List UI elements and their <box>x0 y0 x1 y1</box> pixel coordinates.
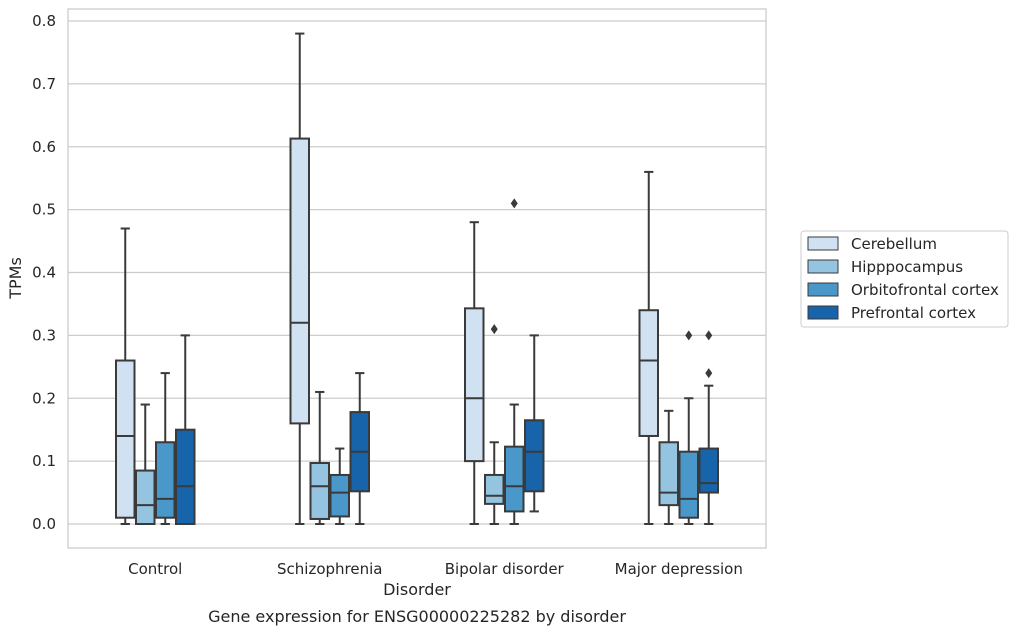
y-axis-ticks: 0.0 0.1 0.2 0.3 0.4 0.5 0.6 0.7 0.8 <box>32 12 56 533</box>
y-axis-label: TPMs <box>6 257 25 300</box>
box-orbitofrontal-cortex <box>504 198 525 525</box>
legend-swatch <box>807 259 839 274</box>
legend-label: Cerebellum <box>851 235 937 253</box>
box-cerebellum <box>464 221 485 525</box>
box-hipppocampus <box>135 403 156 525</box>
box-iqr <box>155 441 176 519</box>
x-tick-label: Major depression <box>615 560 743 578</box>
legend-swatch <box>807 282 839 297</box>
y-tick-label: 0.4 <box>32 264 56 282</box>
legend-label: Orbitofrontal cortex <box>851 281 999 299</box>
box-iqr <box>135 469 156 525</box>
x-axis-label: Disorder <box>383 580 451 599</box>
outlier-point <box>510 198 518 209</box>
x-tick-label: Bipolar disorder <box>445 560 565 578</box>
box-iqr <box>698 447 719 494</box>
box-hipppocampus <box>309 390 330 525</box>
outlier-point <box>685 330 693 341</box>
box-iqr <box>658 441 679 507</box>
chart-caption: Gene expression for ENSG00000225282 by d… <box>208 607 626 626</box>
box-cerebellum <box>289 32 310 525</box>
y-tick-label: 0.3 <box>32 326 56 344</box>
y-tick-label: 0.5 <box>32 201 56 219</box>
outlier-point <box>705 368 713 379</box>
x-tick-label: Schizophrenia <box>277 560 382 578</box>
box-hipppocampus <box>658 409 679 525</box>
box-hipppocampus <box>484 324 505 525</box>
x-tick-label: Control <box>128 560 182 578</box>
box-iqr <box>484 473 505 505</box>
box-iqr <box>175 428 196 525</box>
legend-swatch <box>807 236 839 251</box>
box-orbitofrontal-cortex <box>329 447 350 525</box>
box-prefrontal-cortex <box>349 372 370 525</box>
outlier-point <box>705 330 713 341</box>
plot-area-frame <box>67 8 767 549</box>
box-iqr <box>678 450 699 519</box>
y-tick-label: 0.8 <box>32 12 56 30</box>
y-tick-label: 0.2 <box>32 389 56 407</box>
box-orbitofrontal-cortex <box>155 372 176 525</box>
box-iqr <box>309 462 330 520</box>
y-tick-label: 0.0 <box>32 515 56 533</box>
x-axis-ticks: Control Schizophrenia Bipolar disorder Majo… <box>128 560 743 578</box>
outlier-point <box>490 324 498 335</box>
box-iqr <box>464 307 485 463</box>
y-tick-label: 0.6 <box>32 138 56 156</box>
box-prefrontal-cortex <box>698 330 719 525</box>
y-tick-label: 0.1 <box>32 452 56 470</box>
box-plots <box>115 32 719 525</box>
box-iqr <box>289 137 310 425</box>
legend-swatch <box>807 305 839 320</box>
legend-frame <box>800 230 1009 328</box>
legend-label: Prefrontal cortex <box>851 304 976 322</box>
box-iqr <box>115 359 136 519</box>
legend-label: Hipppocampus <box>851 258 963 276</box>
box-cerebellum <box>638 170 659 525</box>
box-iqr <box>638 309 659 437</box>
box-iqr <box>504 445 525 513</box>
box-prefrontal-cortex <box>524 334 545 513</box>
box-cerebellum <box>115 227 136 525</box>
y-tick-label: 0.7 <box>32 75 56 93</box>
legend: Cerebellum Hipppocampus Orbitofrontal cort… <box>800 230 1009 328</box>
box-prefrontal-cortex <box>175 334 196 525</box>
box-iqr <box>329 473 350 518</box>
box-orbitofrontal-cortex <box>678 330 699 525</box>
box-iqr <box>524 419 545 493</box>
